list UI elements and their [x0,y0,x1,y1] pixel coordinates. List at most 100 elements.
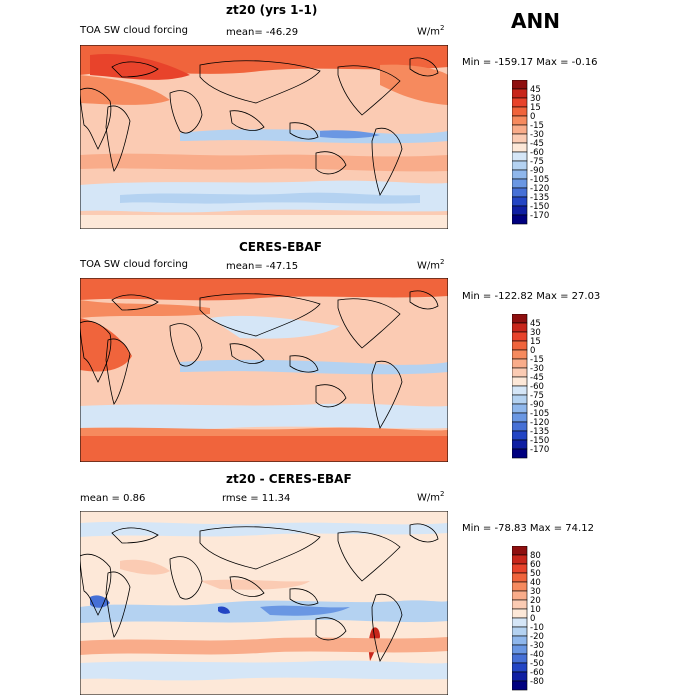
colorbar-swatch [512,394,528,405]
colorbar-swatch [512,331,528,342]
panel-2-title: CERES-EBAF [239,240,322,254]
field-region [260,605,350,616]
colorbar-tick-label: 30 [530,94,541,104]
colorbar-swatch [512,546,528,556]
colorbar-swatch [512,214,528,225]
panel-3-title: zt20 - CERES-EBAF [226,472,352,486]
panel-2-mean-label: mean= -47.15 [226,261,299,272]
panel-3-map [80,511,448,695]
panel-1-minmax: Min = -159.17 Max = -0.16 [462,57,598,68]
panel-3-units: W/m2 [417,490,445,504]
colorbar-swatch [512,554,528,565]
colorbar-tick-label: 20 [530,596,541,606]
colorbar-swatch [512,421,528,432]
colorbar-tick-label: 10 [530,605,541,615]
coastlines [80,57,439,196]
panel-2-map [80,278,448,462]
colorbar-tick-label: 15 [530,103,541,113]
colorbar-swatch [512,133,528,144]
colorbar-tick-label: 0 [530,346,535,356]
colorbar-swatch [512,626,528,637]
colorbar-tick-label: -135 [530,427,549,437]
panel-2-minmax: Min = -122.82 Max = 27.03 [462,291,601,302]
colorbar-swatch [512,196,528,207]
colorbar-swatch [512,385,528,396]
colorbar-swatch [512,635,528,646]
colorbar-tick-label: -90 [530,166,544,176]
field-region [80,660,448,681]
colorbar-swatch [512,367,528,378]
field-region [180,359,448,375]
field-region [80,215,448,229]
colorbar-swatch [512,160,528,171]
colorbar-tick-label: -60 [530,668,544,678]
colorbar-swatch [512,412,528,423]
colorbar-tick-label: 30 [530,587,541,597]
field-region [120,559,170,575]
colorbar-swatch [512,88,528,99]
field-region [210,315,340,339]
colorbar-tick-label: -60 [530,382,544,392]
colorbar-tick-label: 50 [530,569,541,579]
field-region [80,521,448,537]
colorbar-tick-label: -75 [530,157,544,167]
colorbar-tick-label: -30 [530,364,544,374]
panel-1-mean-label: mean= -46.29 [226,27,299,38]
field-region [80,278,448,301]
field-region [80,637,448,655]
colorbar-swatch [512,590,528,601]
colorbar-tick-label: 45 [530,319,541,329]
colorbar-tick-label: -135 [530,193,549,203]
field-region [80,153,448,172]
colorbar-tick-label: -45 [530,139,544,149]
colorbar-tick-label: -20 [530,632,544,642]
colorbar-swatch [512,358,528,369]
colorbar-tick-label: -150 [530,202,549,212]
colorbar-tick-label: -120 [530,418,549,428]
field-region [80,75,170,105]
field-region [80,427,448,436]
colorbar-swatch [512,340,528,351]
colorbar-tick-label: -90 [530,400,544,410]
colorbar-tick-label: -120 [530,184,549,194]
field-region [120,192,420,204]
colorbar-swatch [512,662,528,673]
coastlines [80,523,439,662]
colorbar-swatch [512,448,528,459]
colorbar-tick-label: -15 [530,121,544,131]
field-region [200,579,310,590]
colorbar-tick-label: 15 [530,337,541,347]
panel-2-variable-label: TOA SW cloud forcing [80,259,188,270]
panel-3-minmax: Min = -78.83 Max = 74.12 [462,523,594,534]
field-region [218,606,230,614]
panel-1-variable-label: TOA SW cloud forcing [80,25,188,36]
colorbar-swatch [512,169,528,180]
colorbar-tick-label: 40 [530,578,541,588]
colorbar-tick-label: -50 [530,659,544,669]
colorbar-tick-label: 30 [530,328,541,338]
colorbar-swatch [512,680,528,691]
colorbar-tick-label: -80 [530,677,544,687]
field-region [180,129,448,144]
panel-1-units: W/m2 [417,24,445,38]
colorbar-swatch [512,671,528,682]
colorbar-tick-label: -40 [530,650,544,660]
colorbar-swatch [512,644,528,655]
field-region [80,318,132,372]
panel-3-rmse-label: rmse = 11.34 [222,493,291,504]
colorbar-tick-label: -45 [530,373,544,383]
panel-3-mean-label: mean = 0.86 [80,493,146,504]
colorbar-tick-label: -30 [530,641,544,651]
colorbar-tick-label: -15 [530,355,544,365]
colorbar-swatch [512,205,528,216]
panel-1-title: zt20 (yrs 1-1) [226,3,318,17]
field-region [90,53,190,80]
field-region [80,403,448,430]
field-region [80,434,448,462]
colorbar-swatch [512,572,528,583]
colorbar-swatch [512,349,528,360]
colorbar-swatch [512,430,528,441]
field-region [320,130,380,139]
colorbar-tick-label: -150 [530,436,549,446]
